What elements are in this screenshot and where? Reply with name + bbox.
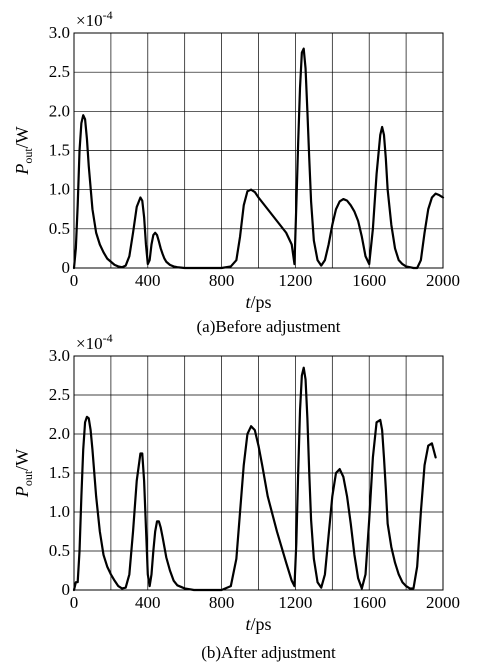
y-tick-label: 0 — [62, 580, 71, 599]
exponent-label: ×10-4 — [76, 8, 113, 30]
exponent-base: ×10 — [76, 334, 103, 353]
chart-panel-a: 0 400 800 1200 1600 2000 0 0.5 1.0 1.5 2.0 2.5 3.0 ×1… — [12, 8, 460, 336]
x-tick-label: 400 — [135, 593, 161, 612]
x-tick-label: 1200 — [278, 271, 312, 290]
y-tick-label: 3.0 — [49, 23, 70, 42]
y-tick-label: 0 — [62, 258, 71, 277]
x-axis-unit: /ps — [251, 614, 272, 634]
y-axis-unit: /W — [12, 126, 32, 148]
chart-caption: (b)After adjustment — [201, 643, 336, 662]
y-tick-label: 0.5 — [49, 541, 70, 560]
x-tick-label: 800 — [209, 271, 235, 290]
x-tick-label: 1200 — [278, 593, 312, 612]
x-tick-label: 0 — [70, 593, 79, 612]
x-tick-label: 2000 — [426, 271, 460, 290]
x-tick-label: 1600 — [352, 271, 386, 290]
x-axis-variable: t — [245, 614, 251, 634]
y-axis-subscript: out — [21, 470, 35, 486]
y-tick-label: 2.5 — [49, 62, 70, 81]
y-tick-label: 1.5 — [49, 463, 70, 482]
plot-frame — [73, 355, 444, 591]
x-tick-label: 0 — [70, 271, 79, 290]
x-tick-label: 2000 — [426, 593, 460, 612]
y-tick-label: 1.5 — [49, 141, 70, 160]
series-line — [72, 366, 437, 592]
exponent-power: -4 — [103, 331, 113, 345]
x-axis-label: t/ps — [245, 614, 271, 634]
plot-frame — [73, 32, 444, 269]
y-axis-variable: P — [12, 164, 32, 176]
series-line — [72, 47, 445, 270]
y-axis-unit: /W — [12, 449, 32, 471]
y-axis-label: Pout/W — [12, 126, 35, 175]
y-tick-label: 0.5 — [49, 219, 70, 238]
y-axis-variable: P — [12, 486, 32, 498]
y-axis-label: Pout/W — [12, 449, 35, 498]
y-tick-label: 1.0 — [49, 502, 70, 521]
y-tick-label: 2.0 — [49, 101, 70, 120]
exponent-base: ×10 — [76, 11, 103, 30]
chart-panel-b: 0 400 800 1200 1600 2000 0 0.5 1.0 1.5 2.0 2.5 3.0 ×1… — [12, 331, 460, 662]
chart-caption: (a)Before adjustment — [197, 317, 341, 336]
y-tick-label: 2.0 — [49, 424, 70, 443]
y-tick-label: 1.0 — [49, 180, 70, 199]
x-axis-unit: /ps — [251, 292, 272, 312]
x-axis-label: t/ps — [245, 292, 271, 312]
y-tick-label: 3.0 — [49, 346, 70, 365]
x-tick-label: 400 — [135, 271, 161, 290]
x-axis-variable: t — [245, 292, 251, 312]
exponent-power: -4 — [103, 8, 113, 22]
exponent-label: ×10-4 — [76, 331, 113, 353]
y-tick-label: 2.5 — [49, 385, 70, 404]
y-axis-subscript: out — [21, 148, 35, 164]
x-tick-label: 800 — [209, 593, 235, 612]
x-tick-label: 1600 — [352, 593, 386, 612]
